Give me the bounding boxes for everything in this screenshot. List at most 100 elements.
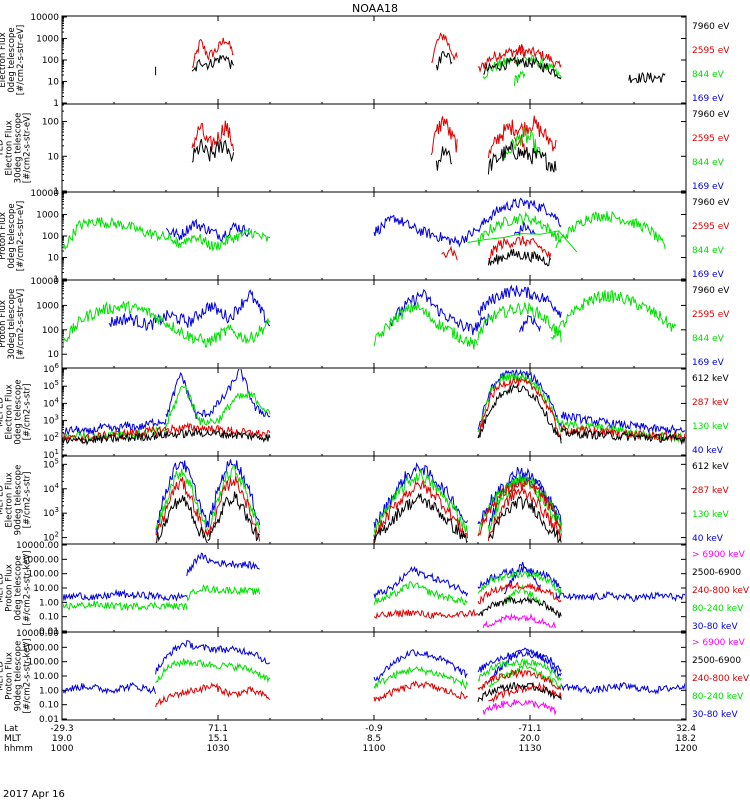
y-axis-label: [#/cm2-s-str] <box>23 384 33 441</box>
series-line-black <box>373 492 468 543</box>
series-line-green <box>513 70 526 87</box>
y-tick-label: 10000.00 <box>16 541 59 551</box>
series-line-blue <box>63 417 167 437</box>
y-tick-label: 10000 <box>30 13 59 23</box>
legend-entry: 2595 eV <box>692 222 730 232</box>
y-axis-label: Proton Flux <box>0 300 8 348</box>
y-tick-label: 100 <box>42 118 59 128</box>
series-line-blue <box>108 289 271 332</box>
series-line-red <box>560 424 685 444</box>
series-line-red <box>477 375 562 441</box>
legend-entry: 30-80 keV <box>692 622 738 632</box>
y-tick-label: 100.00 <box>28 658 60 668</box>
legend-entry: 130 keV <box>692 422 729 432</box>
series-line-green <box>373 581 468 606</box>
x-tick-label-hhmm: 1130 <box>519 744 542 754</box>
panel-4: 10 100 1000 10000 Proton Flux 30deg telescope… <box>0 277 730 369</box>
series-line-black <box>191 139 235 163</box>
series-line-red <box>477 478 562 537</box>
y-tick-label: 100 <box>42 232 59 242</box>
series-line-green <box>155 468 208 535</box>
y-tick-label: 10 <box>48 350 60 360</box>
y-tick-label: 10 <box>48 152 60 162</box>
legend-entry: 2500-6900 <box>692 568 741 578</box>
series-line-red <box>431 32 458 63</box>
series-line-green <box>550 290 677 341</box>
y-tick-label: 102 <box>43 431 59 444</box>
series-line-blue <box>513 221 536 236</box>
y-tick-label: 1 <box>53 99 59 109</box>
series-line-black <box>191 55 235 72</box>
legend-entry: 7960 eV <box>692 286 730 296</box>
legend-entry: 240-800 keV <box>692 586 750 596</box>
y-axis-label: MEPED <box>0 397 6 427</box>
y-tick-label: 10 <box>48 78 60 88</box>
y-axis-label: [#/cm2-s-str-eV] <box>16 201 26 271</box>
x-tick-label-hhmm: 1200 <box>675 744 698 754</box>
legend-entry: 169 eV <box>692 270 725 280</box>
legend-entry: 7960 eV <box>692 110 730 120</box>
x-tick-label-lat: -29.3 <box>50 724 73 734</box>
series-line-green <box>488 661 562 690</box>
series-line-red <box>441 245 458 261</box>
y-axis-label: TED <box>0 139 6 158</box>
panel-frame <box>61 103 687 193</box>
series-line-magenta <box>482 699 557 716</box>
series-group <box>155 32 666 87</box>
series-line-red <box>191 37 234 68</box>
x-tick-label-hhmm: 1000 <box>51 744 74 754</box>
y-axis-label: [#/cm2-s-str-eV] <box>16 25 26 95</box>
y-axis-label: MEPED <box>0 661 6 691</box>
series-line-red <box>373 480 469 543</box>
legend-entry: 2595 eV <box>692 134 730 144</box>
y-tick-label: 1000 <box>36 211 59 221</box>
series-line-green <box>63 600 188 612</box>
series-group <box>191 115 557 175</box>
series-line-black <box>488 495 562 543</box>
series-line-blue <box>555 590 685 603</box>
series-line-blue <box>165 369 271 419</box>
series-group <box>155 459 562 543</box>
y-tick-label: 1 <box>53 187 59 197</box>
x-tick-label-mlt: 19.0 <box>52 734 72 744</box>
y-tick-label: 0.10 <box>39 701 59 711</box>
x-tick-label-lat: 71.1 <box>208 724 228 734</box>
series-line-red <box>477 581 562 605</box>
series-line-green <box>467 230 578 253</box>
legend-entry: 130 keV <box>692 510 729 520</box>
legend-entry: 80-240 keV <box>692 604 744 614</box>
series-line-blue <box>477 369 562 430</box>
panel-3: 1 10 100 1000 10000 Proton Flux 0deg telescope… <box>0 189 730 285</box>
series-line-black <box>628 71 666 84</box>
legend-entry: > 6900 keV <box>692 638 746 648</box>
series-line-black <box>560 427 685 446</box>
y-axis-label: Electron Flux <box>0 32 8 87</box>
series-line-black <box>477 383 562 444</box>
legend-entry: 169 eV <box>692 358 725 368</box>
legend-entry: 2500-6900 <box>692 656 741 666</box>
x-tick-label-lat: 32.4 <box>676 724 696 734</box>
y-tick-label: 100 <box>42 56 59 66</box>
y-tick-label: 104 <box>43 396 59 409</box>
y-tick-label: 1.00 <box>39 686 59 696</box>
y-axis-label: Proton Flux <box>5 564 15 612</box>
legend-entry: 2595 eV <box>692 310 730 320</box>
y-axis-label: 30deg telescope <box>7 289 17 360</box>
panel-frame <box>61 367 687 457</box>
y-tick-label: 10000 <box>30 189 59 199</box>
x-tick-label-lat: -0.9 <box>365 724 383 734</box>
y-tick-label: 1000 <box>36 301 59 311</box>
series-group <box>63 369 685 446</box>
series-line-green <box>477 211 562 246</box>
series-line-black <box>155 495 208 543</box>
series-line-red <box>487 115 557 159</box>
y-tick-label: 10.00 <box>33 672 59 682</box>
legend-entry: 287 keV <box>692 398 729 408</box>
legend-entry: 844 eV <box>692 246 725 256</box>
y-axis-label: MEPED <box>0 573 6 603</box>
y-tick-label: 1000 <box>36 35 59 45</box>
series-line-green <box>63 216 177 251</box>
series-line-green <box>175 228 271 252</box>
x-tick-label-hhmm: 1030 <box>207 744 230 754</box>
